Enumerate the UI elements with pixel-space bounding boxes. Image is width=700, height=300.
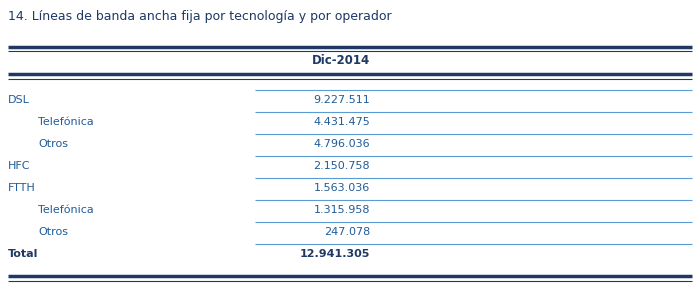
Text: Telefónica: Telefónica [38,205,94,215]
Text: Total: Total [8,249,38,259]
Text: 9.227.511: 9.227.511 [314,95,370,105]
Text: 12.941.305: 12.941.305 [300,249,370,259]
Text: FTTH: FTTH [8,183,36,193]
Text: DSL: DSL [8,95,30,105]
Text: 4.431.475: 4.431.475 [314,117,370,127]
Text: Otros: Otros [38,227,68,237]
Text: 14. Líneas de banda ancha fija por tecnología y por operador: 14. Líneas de banda ancha fija por tecno… [8,10,391,23]
Text: Dic-2014: Dic-2014 [312,53,370,67]
Text: 1.315.958: 1.315.958 [314,205,370,215]
Text: Telefónica: Telefónica [38,117,94,127]
Text: 4.796.036: 4.796.036 [314,139,370,149]
Text: 1.563.036: 1.563.036 [314,183,370,193]
Text: 2.150.758: 2.150.758 [314,161,370,171]
Text: Otros: Otros [38,139,68,149]
Text: HFC: HFC [8,161,31,171]
Text: 247.078: 247.078 [323,227,370,237]
